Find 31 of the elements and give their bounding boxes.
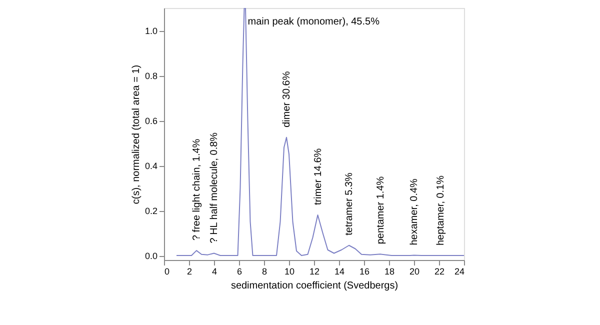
x-tick-label: 10 [284, 266, 295, 276]
y-tick-label: 0.8 [144, 71, 158, 81]
y-tick-label: 0.2 [144, 206, 158, 216]
x-tick-label: 24 [454, 266, 464, 276]
x-tick-label: 18 [384, 266, 395, 276]
x-tick-label: 16 [359, 266, 370, 276]
annotation: ? free light chain, 1.4% [192, 138, 202, 241]
x-tick-label: 14 [334, 266, 345, 276]
y-tick-label: 0.0 [144, 251, 158, 261]
annotation: dimer 30.6% [282, 71, 292, 128]
annotation: hexamer, 0.4% [409, 178, 420, 246]
annotation: trimer 14.6% [312, 148, 324, 205]
annotation: tetramer 5.3% [344, 172, 355, 236]
x-axis-title: sedimentation coefficient (Svedbergs) [230, 280, 398, 292]
annotation: main peak (monomer), 45.5% [248, 16, 380, 28]
x-tick-label: 22 [434, 266, 445, 276]
x-tick-label: 0 [164, 266, 170, 276]
x-tick-label: 4 [212, 266, 218, 276]
line-series [176, 8, 464, 256]
annotation: heptamer, 0.1% [435, 175, 446, 246]
y-tick-label: 0.4 [144, 161, 158, 171]
annotation: pentamer 1.4% [375, 176, 386, 244]
y-tick-label: 1.0 [144, 26, 158, 36]
y-axis-title: c(s), normalized (total area = 1) [130, 64, 142, 204]
x-tick-label: 6 [236, 266, 242, 276]
x-tick-label: 20 [409, 266, 420, 276]
x-tick-label: 2 [186, 266, 192, 276]
x-tick-label: 12 [309, 266, 320, 276]
annotation: ? HL half molecule, 0.8% [209, 132, 220, 244]
x-tick-label: 8 [262, 266, 268, 276]
y-tick-label: 0.6 [144, 116, 158, 126]
